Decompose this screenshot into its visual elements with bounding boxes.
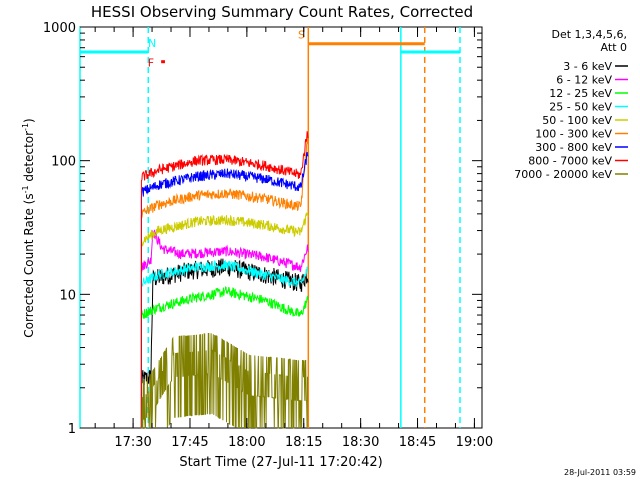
y-tick-label: 1000 bbox=[43, 21, 76, 36]
legend-entry-label: 3 - 6 keV bbox=[563, 60, 612, 73]
legend-entry-label: 25 - 50 keV bbox=[549, 101, 612, 114]
legend-entry-label: 800 - 7000 keV bbox=[528, 155, 612, 168]
legend-entry-label: 300 - 800 keV bbox=[535, 141, 612, 154]
series-line bbox=[140, 137, 309, 428]
y-axis-label-sup2: -1 bbox=[21, 123, 30, 131]
x-tick-label: 18:00 bbox=[228, 435, 265, 450]
y-axis-label: Corrected Count Rate (s-1 detector-1) bbox=[21, 118, 36, 337]
legend-entry-label: 50 - 100 keV bbox=[542, 114, 612, 127]
legend-header-line2: Att 0 bbox=[601, 41, 627, 54]
x-tick-label: 18:15 bbox=[285, 435, 322, 450]
y-axis-label-mid: detector bbox=[22, 131, 36, 186]
y-tick-marks bbox=[80, 26, 482, 429]
plot-area: NF S bbox=[79, 26, 483, 429]
y-tick-labels: 1 10 100 1000 bbox=[43, 21, 76, 437]
series-line bbox=[140, 286, 309, 428]
x-axis-label: Start Time (27-Jul-11 17:20:42) bbox=[179, 455, 382, 470]
footer-timestamp: 28-Jul-2011 03:59 bbox=[564, 468, 636, 477]
y-tick-label: 10 bbox=[59, 288, 76, 303]
y-tick-label: 100 bbox=[51, 155, 76, 170]
x-tick-label: 17:45 bbox=[171, 435, 208, 450]
data-layer: NF S bbox=[79, 27, 461, 429]
x-tick-label: 17:30 bbox=[114, 435, 151, 450]
series-line bbox=[140, 131, 309, 428]
y-axis-label-sup1: -1 bbox=[21, 185, 30, 193]
y-axis-label-end: ) bbox=[22, 118, 36, 123]
x-tick-label: 18:45 bbox=[399, 435, 436, 450]
state-bar-label-F: F bbox=[148, 57, 154, 70]
y-tick-label: 1 bbox=[68, 422, 76, 437]
state-bar-label-S: S bbox=[298, 29, 305, 42]
legend-entry-label: 12 - 25 keV bbox=[549, 87, 612, 100]
chart-title: HESSI Observing Summary Count Rates, Cor… bbox=[91, 3, 473, 21]
series-line bbox=[140, 211, 309, 428]
legend-header-line1: Det 1,3,4,5,6, bbox=[551, 28, 627, 41]
y-axis-label-main: Corrected Count Rate (s bbox=[22, 193, 36, 337]
x-tick-label: 18:30 bbox=[342, 435, 379, 450]
x-tick-label: 19:00 bbox=[456, 435, 493, 450]
legend-entry-label: 100 - 300 keV bbox=[535, 128, 612, 141]
series-line bbox=[140, 229, 309, 428]
series-line bbox=[140, 151, 309, 428]
legend-entry-label: 7000 - 20000 keV bbox=[514, 168, 612, 181]
series-line bbox=[140, 259, 308, 428]
x-axis: 17:30 17:45 18:00 18:15 18:30 18:45 19:00 Star… bbox=[94, 27, 493, 470]
legend-entry-label: 6 - 12 keV bbox=[556, 74, 612, 87]
series-line bbox=[141, 333, 308, 429]
x-tick-labels: 17:30 17:45 18:00 18:15 18:30 18:45 19:00 bbox=[114, 435, 493, 450]
x-tick-marks bbox=[94, 27, 475, 428]
state-bar-label-N: N bbox=[148, 37, 156, 50]
